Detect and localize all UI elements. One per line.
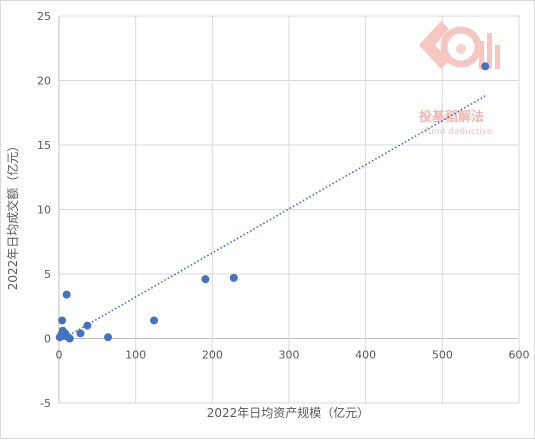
- y-tick-label: 0: [44, 333, 51, 346]
- data-point: [83, 321, 92, 330]
- watermark-logo: 投基稻解法 fund deductive: [419, 21, 500, 137]
- watermark-logo-ring: [440, 26, 482, 68]
- y-tick-label: 20: [37, 75, 51, 88]
- x-tick-label: 300: [279, 349, 300, 362]
- data-point: [150, 316, 159, 325]
- trendline: [58, 95, 486, 342]
- gridlines: [58, 15, 520, 404]
- watermark-logo-bar: [495, 45, 500, 69]
- y-tick-label: -5: [40, 397, 51, 410]
- x-tick-label: 200: [202, 349, 223, 362]
- data-points: [55, 62, 490, 343]
- x-tick-label: 500: [432, 349, 453, 362]
- watermark-logo-dot: [456, 44, 466, 54]
- x-tick-label: 100: [125, 349, 146, 362]
- data-point: [76, 329, 85, 338]
- x-tick-label: 0: [56, 349, 63, 362]
- watermark-logo-shape: [419, 21, 449, 69]
- data-point: [201, 275, 210, 284]
- watermark-logo-bar: [479, 41, 484, 69]
- data-point: [229, 273, 238, 282]
- data-point: [104, 333, 113, 342]
- x-tick-label: 600: [509, 349, 530, 362]
- x-tick-label: 400: [355, 349, 376, 362]
- data-point: [58, 316, 67, 325]
- x-axis-title: 2022年日均资产规模（亿元）: [207, 405, 370, 420]
- y-axis-title: 2022年日均成交额（亿元）: [5, 140, 20, 291]
- data-point: [481, 62, 490, 71]
- y-tick-label: 15: [37, 139, 51, 152]
- watermark-logo-bar: [487, 33, 492, 69]
- x-axis-ticks: 0 100 200 300 400 500 600: [56, 349, 530, 362]
- y-axis-ticks: -5 0 5 10 15 20 25: [37, 10, 51, 410]
- watermark-subtext: fund deductive: [425, 127, 493, 137]
- y-tick-label: 5: [44, 268, 51, 281]
- data-point: [65, 334, 74, 343]
- data-point: [62, 290, 71, 299]
- watermark-text: 投基稻解法: [419, 109, 484, 125]
- y-tick-label: 25: [37, 10, 51, 23]
- y-tick-label: 10: [37, 204, 51, 217]
